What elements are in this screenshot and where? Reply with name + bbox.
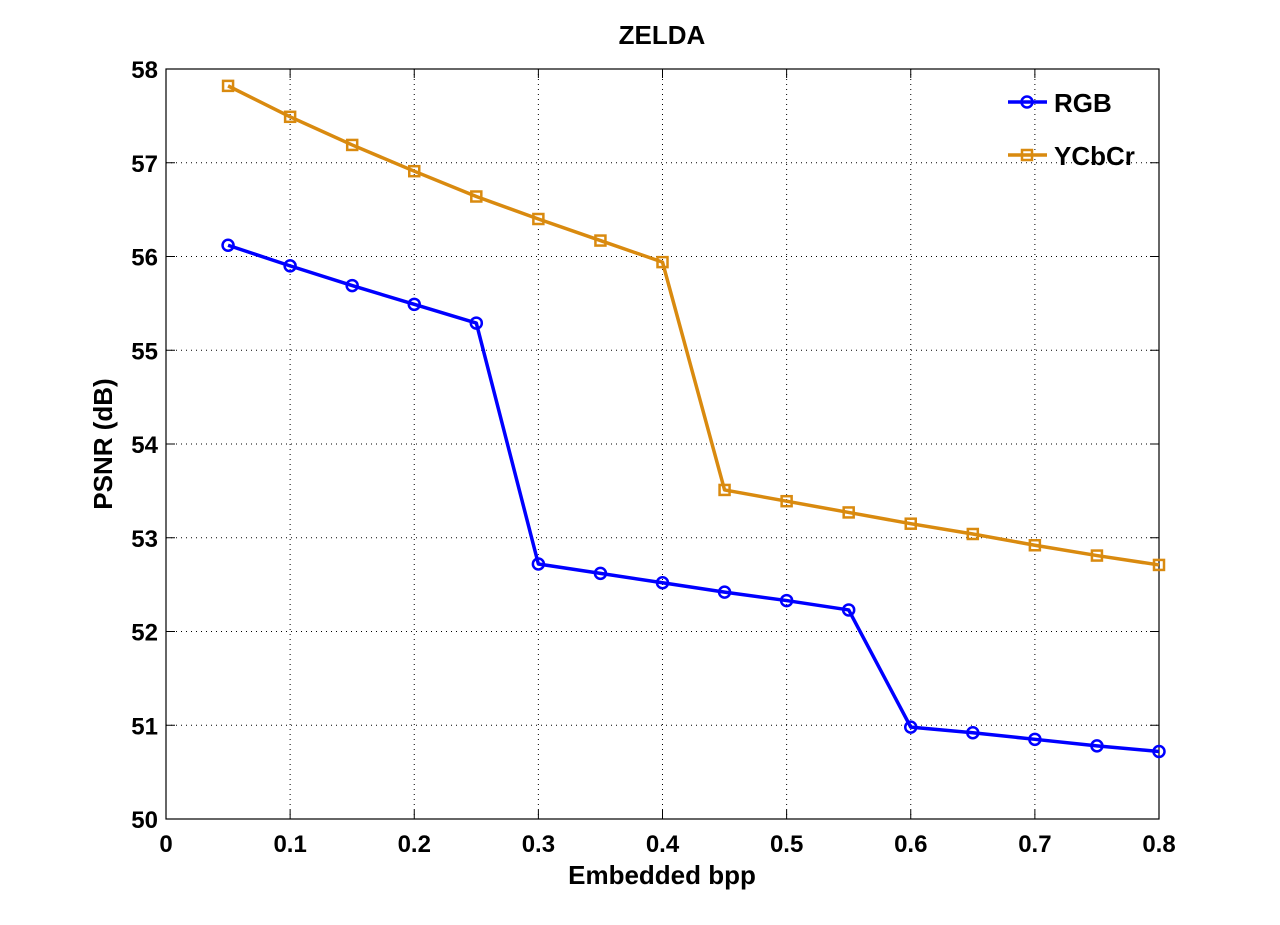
- data-point-circle: [655, 576, 670, 590]
- data-point-circle: [904, 720, 918, 734]
- series-rgb: [221, 238, 1166, 759]
- legend-entry: RGB: [1008, 88, 1112, 118]
- data-point-square: [1028, 539, 1042, 552]
- data-point-square: [532, 212, 545, 226]
- x-tick-label: 0.7: [1018, 831, 1051, 858]
- legend-label: YCbCr: [1054, 141, 1135, 171]
- x-axis-label: Embedded bpp: [568, 860, 756, 890]
- data-point-square: [718, 483, 731, 497]
- data-point-circle: [717, 585, 732, 599]
- series-line: [227, 84, 1160, 567]
- data-point-circle: [469, 316, 484, 330]
- grid-lines: [166, 69, 1159, 819]
- y-tick-label: 54: [131, 432, 158, 459]
- data-point-square: [904, 517, 917, 530]
- data-point-circle: [221, 238, 235, 252]
- data-point-square: [470, 190, 483, 203]
- y-tick-label: 52: [131, 620, 158, 647]
- data-point-square: [966, 527, 980, 541]
- data-point-square: [408, 164, 421, 178]
- data-point-square: [1020, 148, 1034, 162]
- data-point-square: [345, 138, 359, 152]
- chart-title: ZELDA: [619, 20, 706, 50]
- x-tick-label: 0.1: [273, 831, 306, 858]
- data-point-square: [842, 506, 855, 519]
- data-point-square: [1152, 558, 1166, 572]
- data-point-square: [594, 234, 607, 247]
- data-point-square: [656, 255, 669, 269]
- data-point-circle: [593, 566, 608, 581]
- x-tick-label: 0.3: [522, 831, 555, 858]
- data-point-circle: [1028, 732, 1042, 747]
- data-point-square: [780, 494, 793, 508]
- series-ycbcr: [221, 79, 1166, 572]
- x-tick-label: 0.2: [398, 831, 431, 858]
- x-tick-label: 0.8: [1142, 831, 1175, 858]
- data-point-square: [1090, 549, 1104, 562]
- y-tick-label: 50: [131, 807, 158, 834]
- data-point-square: [221, 79, 235, 93]
- y-axis-label: PSNR (dB): [88, 378, 118, 509]
- y-tick-label: 51: [131, 713, 158, 740]
- data-point-circle: [345, 278, 359, 293]
- data-point-circle: [779, 593, 794, 608]
- y-tick-label: 56: [131, 245, 158, 272]
- axis-ticks: 0 0.1 0.2 0.3 0.4 0.5 0.6 0.7 0.8 50 51 52 53 54 55 56 5…: [131, 57, 1175, 858]
- series-line: [227, 243, 1160, 754]
- legend-entry: YCbCr: [1008, 141, 1135, 171]
- data-point-circle: [531, 557, 546, 571]
- data-point-circle: [841, 603, 856, 617]
- x-tick-label: 0.6: [894, 831, 927, 858]
- data-point-circle: [283, 259, 297, 273]
- legend-label: RGB: [1054, 88, 1112, 118]
- series-group: [221, 79, 1166, 759]
- x-tick-label: 0: [159, 831, 172, 858]
- legend: RGB YCbCr: [1008, 88, 1135, 171]
- data-point-circle: [1152, 744, 1166, 759]
- y-tick-label: 58: [131, 57, 158, 84]
- data-point-circle: [1090, 739, 1104, 753]
- data-point-square: [283, 110, 297, 124]
- data-point-circle: [966, 726, 980, 740]
- data-point-circle: [1020, 95, 1034, 109]
- y-tick-label: 53: [131, 526, 158, 553]
- x-tick-label: 0.4: [646, 831, 680, 858]
- y-tick-label: 55: [131, 338, 158, 365]
- x-tick-label: 0.5: [770, 831, 803, 858]
- y-tick-label: 57: [131, 151, 158, 178]
- data-point-circle: [407, 297, 421, 312]
